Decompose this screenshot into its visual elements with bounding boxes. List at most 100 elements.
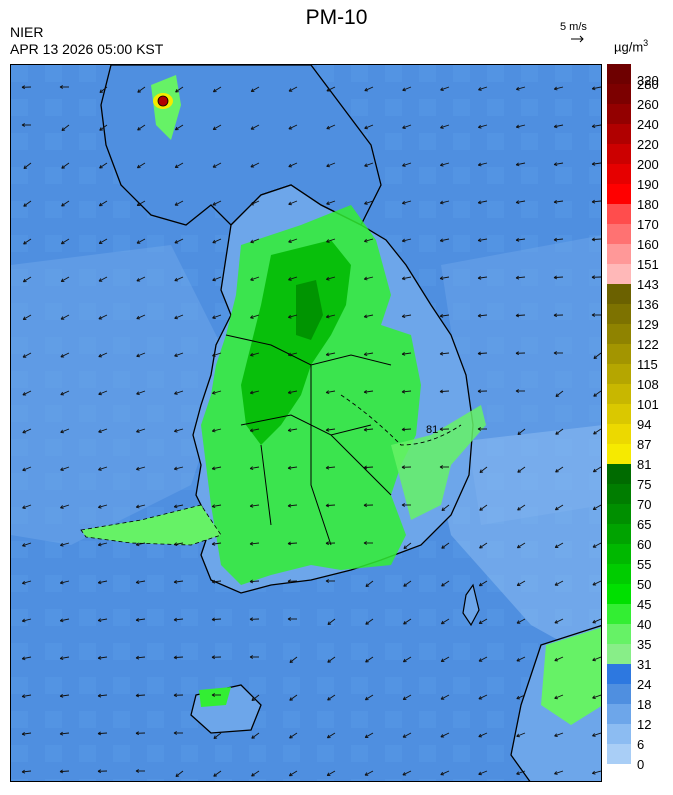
wind-arrow-icon	[136, 200, 146, 206]
colorbar-tick-label: 190	[637, 177, 659, 192]
wind-arrow-icon	[250, 428, 260, 432]
wind-arrow-head	[250, 355, 254, 357]
colorbar-cell	[607, 364, 631, 384]
wind-arrow-icon	[173, 656, 184, 659]
wind-arrow-icon	[288, 86, 298, 92]
wind-arrow-head	[173, 544, 178, 547]
wind-arrow-icon	[516, 694, 526, 700]
wind-arrow-icon	[402, 390, 412, 393]
wind-arrow-icon	[174, 504, 184, 508]
wind-arrow-icon	[174, 238, 184, 244]
colorbar-cell	[607, 484, 631, 504]
concentration-colorbar	[607, 64, 631, 764]
wind-arrow-icon	[98, 276, 108, 282]
wind-arrow-icon	[99, 162, 108, 169]
colorbar-tick-label: 81	[637, 457, 652, 472]
wind-arrow-head	[287, 618, 292, 621]
wind-arrow-icon	[478, 162, 488, 166]
wind-arrow-icon	[554, 542, 564, 548]
wind-arrow-icon	[441, 504, 450, 511]
wind-arrow-icon	[555, 390, 564, 397]
colorbar-cell	[607, 264, 631, 284]
wind-arrow-head	[325, 580, 330, 583]
wind-arrow-head	[440, 165, 444, 167]
wind-arrow-head	[591, 126, 596, 129]
wind-arrow-icon	[403, 618, 412, 625]
wind-arrow-icon	[440, 694, 450, 700]
wind-arrow-icon	[212, 124, 222, 130]
pollution-zone-core	[241, 240, 351, 445]
wind-arrow-head	[325, 392, 330, 395]
wind-arrow-icon	[592, 162, 601, 165]
wind-arrow-head	[554, 88, 558, 91]
wind-arrow-head	[59, 86, 64, 89]
wind-arrow-head	[250, 392, 254, 395]
wind-arrow-icon	[175, 770, 184, 777]
wind-arrow-icon	[516, 770, 526, 775]
wind-arrow-icon	[175, 124, 184, 131]
wind-arrow-icon	[98, 656, 108, 659]
colorbar-tick-label: 0	[637, 757, 645, 772]
colorbar-cell	[607, 424, 631, 444]
wind-arrow-icon	[250, 124, 260, 130]
wind-arrow-icon	[593, 390, 601, 397]
wind-arrow-icon	[135, 694, 146, 697]
wind-arrow-icon	[554, 86, 564, 90]
colorbar-cell	[607, 244, 631, 264]
wind-arrow-head	[97, 620, 102, 623]
wind-arrow-head	[59, 658, 64, 661]
wind-arrow-head	[439, 466, 444, 469]
wind-arrow-head	[173, 619, 178, 622]
forecast-timestamp: APR 13 2026 05:00 KST	[10, 41, 164, 57]
wind-arrow-icon	[326, 352, 336, 356]
wind-arrow-head	[401, 316, 406, 319]
wind-arrow-head	[175, 775, 180, 777]
wind-arrow-icon	[212, 390, 222, 394]
wind-arrow-head	[173, 694, 178, 698]
wind-arrow-icon	[212, 580, 222, 583]
wind-arrow-icon	[327, 656, 336, 663]
colorbar-tick-label: 220	[637, 137, 659, 152]
wind-arrow-icon	[60, 276, 70, 282]
wind-arrow-head	[402, 203, 406, 205]
wind-arrow-icon	[555, 504, 564, 511]
wind-arrow-icon	[440, 162, 450, 166]
colorbar-tick-label: 70	[637, 497, 652, 512]
wind-arrow-icon	[592, 542, 601, 548]
wind-arrow-icon	[22, 656, 32, 660]
wind-arrow-icon	[136, 276, 146, 282]
colorbar-tick-label: 31	[637, 657, 652, 672]
wind-arrow-head	[98, 544, 102, 547]
wind-arrow-head	[173, 732, 178, 735]
wind-arrow-head	[174, 431, 178, 433]
wind-arrow-icon	[23, 200, 32, 207]
wind-arrow-icon	[250, 352, 260, 356]
colorbar-cell	[607, 184, 631, 204]
wind-arrow-icon	[479, 542, 488, 549]
wind-vector-field	[21, 85, 601, 777]
wind-arrow-icon	[250, 200, 260, 206]
wind-arrow-head	[440, 240, 444, 243]
wind-arrow-icon	[364, 732, 374, 738]
wind-arrow-icon	[212, 314, 222, 319]
colorbar-cell	[607, 204, 631, 224]
colorbar-tick-label: 65	[637, 517, 652, 532]
wind-arrow-icon	[288, 162, 298, 168]
wind-arrow-head	[402, 165, 406, 167]
wind-arrow-head	[477, 428, 482, 431]
wind-arrow-icon	[212, 352, 222, 357]
wind-arrow-icon	[326, 428, 336, 431]
wind-arrow-icon	[23, 276, 32, 283]
wind-arrow-icon	[516, 86, 526, 90]
wind-arrow-head	[59, 695, 64, 698]
wind-arrow-head	[211, 656, 216, 660]
wind-arrow-icon	[363, 466, 374, 469]
wind-arrow-icon	[136, 656, 146, 659]
wind-arrow-icon	[174, 466, 184, 470]
wind-arrow-head	[212, 355, 216, 357]
wind-arrow-icon	[250, 314, 260, 319]
colorbar-tick-label: 320	[637, 73, 659, 88]
wind-arrow-icon	[364, 86, 374, 92]
wind-arrow-icon	[60, 352, 70, 358]
wind-arrow-head	[591, 239, 596, 242]
